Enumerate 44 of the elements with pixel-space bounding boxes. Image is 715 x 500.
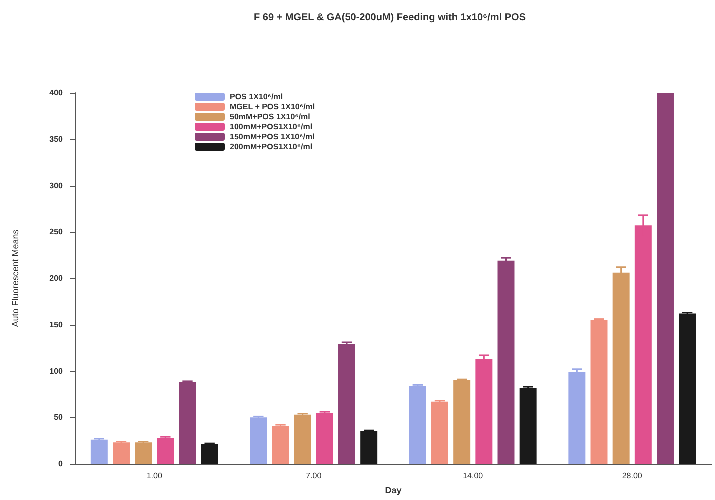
y-tick-label: 200 — [50, 274, 64, 283]
y-tick-label: 250 — [50, 228, 64, 237]
bar — [454, 380, 471, 464]
bar — [294, 414, 312, 464]
bar — [498, 260, 515, 464]
bar — [432, 402, 448, 464]
bar — [135, 442, 152, 464]
bar — [360, 432, 378, 464]
bar — [272, 426, 290, 464]
bar — [179, 382, 196, 464]
legend-label: MGEL + POS 1X10⁶/ml — [230, 102, 316, 112]
bar — [476, 359, 493, 464]
bar — [409, 386, 426, 464]
bar — [568, 372, 586, 464]
y-tick-label: 350 — [50, 134, 64, 144]
x-tick-label: 28.00 — [622, 472, 643, 480]
bar — [679, 314, 696, 464]
legend-label: POS 1X10⁶/ml — [230, 92, 284, 102]
bar — [316, 412, 334, 464]
y-tick-label: 400 — [50, 88, 64, 98]
bar — [113, 442, 130, 464]
y-tick-label: 100 — [50, 366, 64, 376]
bar — [250, 418, 268, 464]
bar — [590, 320, 608, 464]
y-tick-label: 300 — [50, 181, 64, 190]
y-tick-label: 0 — [58, 460, 64, 468]
chart-title: F 69 + MGEL & GA(50-200uM) Feeding with 1x10⁶/ml POS — [254, 12, 526, 24]
bar — [201, 444, 218, 464]
bar — [520, 388, 537, 464]
legend-label: 50mM+POS 1X10⁶/ml — [230, 112, 310, 122]
bar — [90, 440, 108, 464]
legend-label: 100mM+POS1X10⁶/ml — [230, 122, 313, 132]
x-tick-label: 7.00 — [306, 472, 322, 480]
x-tick-label: 14.00 — [463, 472, 484, 480]
bar — [338, 344, 356, 464]
x-axis-title: Day — [385, 486, 402, 496]
y-tick-label: 50 — [54, 413, 64, 422]
bar — [157, 438, 174, 464]
x-tick-label: 1.00 — [146, 472, 163, 480]
legend-label: 150mM+POS 1X10⁶/ml — [230, 132, 315, 142]
legend-label: 200mM+POS1X10⁶/ml — [230, 142, 313, 152]
bar — [657, 93, 674, 464]
y-tick-label: 150 — [50, 320, 64, 330]
y-axis-title: Auto Fluorescent Means — [10, 229, 20, 328]
